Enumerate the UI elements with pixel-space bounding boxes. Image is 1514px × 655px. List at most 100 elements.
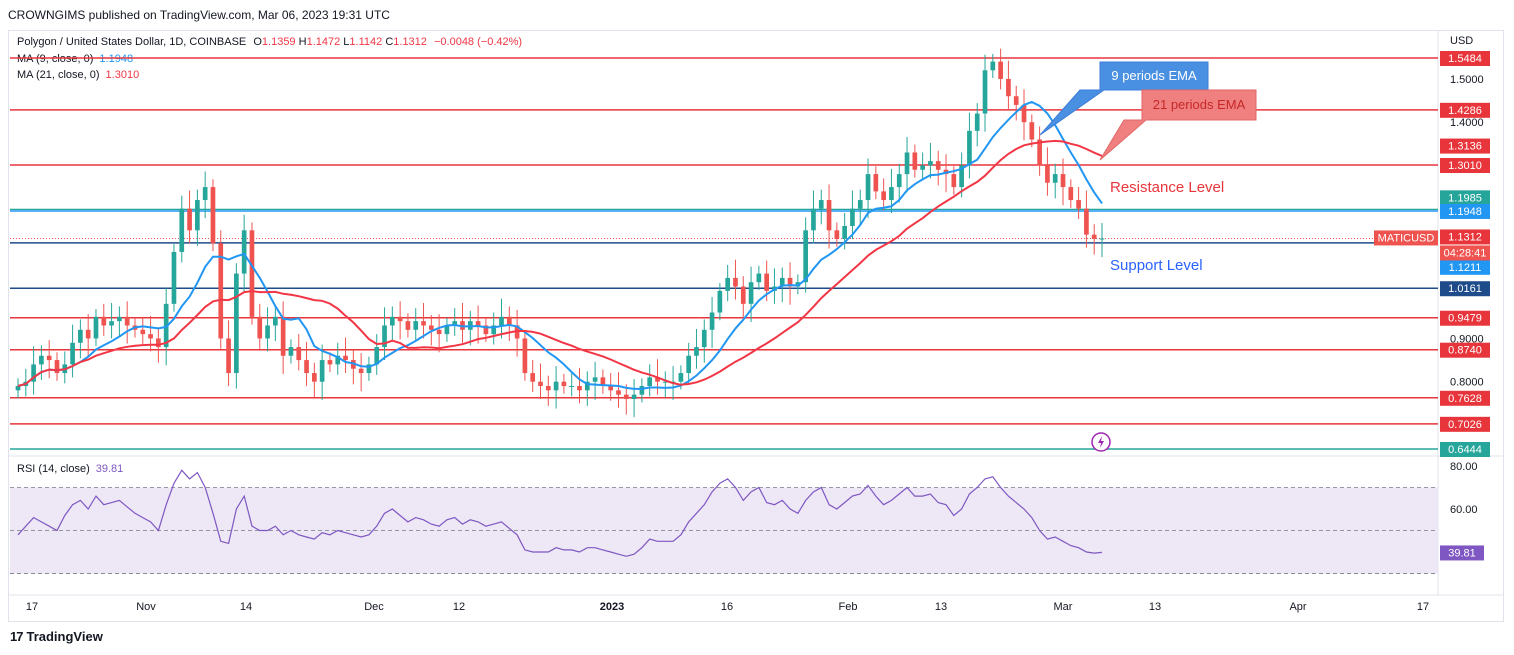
candle-body <box>265 325 270 339</box>
symbol-title: Polygon / United States Dollar, 1D, COIN… <box>17 36 247 48</box>
candle-body <box>826 200 832 231</box>
candle-body <box>811 208 816 231</box>
level-tag-text-8: 1.0161 <box>1448 283 1482 295</box>
candle-body <box>733 277 738 287</box>
level-tag-12 <box>1440 416 1490 432</box>
ma9-label: MA (9, close, 0) <box>17 53 94 65</box>
candle-body <box>327 360 333 365</box>
time-tick-8: 13 <box>935 601 947 613</box>
candle-body <box>210 187 216 244</box>
candle-body <box>818 200 824 209</box>
candle-body <box>78 329 83 343</box>
candle-body <box>397 316 403 322</box>
candle-body <box>1021 104 1027 123</box>
candle-body <box>163 303 169 348</box>
candle-body <box>506 316 512 326</box>
candle-body <box>273 316 278 326</box>
candle-body <box>842 225 847 239</box>
tradingview-brand: TradingView <box>26 629 103 644</box>
candle-body <box>709 312 715 330</box>
flash-glyph-icon <box>1098 436 1104 448</box>
symbol-tag <box>1374 230 1438 246</box>
time-tick-9: Mar <box>1054 601 1073 613</box>
level-tag-3 <box>1440 158 1490 174</box>
candle-body <box>1084 208 1089 235</box>
ma9-legend[interactable]: MA (9, close, 0) 1.1948 <box>17 53 133 65</box>
candle-body <box>865 174 871 201</box>
candle-body <box>1006 78 1011 97</box>
rsi-legend[interactable]: RSI (14, close) 39.81 <box>17 463 123 475</box>
candle-body <box>491 325 497 335</box>
candle-body <box>920 165 925 170</box>
level-tag-text-4: 1.1985 <box>1448 192 1482 204</box>
candle-body <box>499 316 504 326</box>
candle-body <box>389 316 395 326</box>
candle-body <box>647 377 653 387</box>
candle-body <box>834 230 840 239</box>
ema9-callout <box>1039 61 1209 136</box>
time-tick-1: Nov <box>136 601 156 613</box>
publisher-header: CROWNGIMS published on TradingView.com, … <box>8 8 390 22</box>
candle-body <box>538 381 543 387</box>
rsi-label: RSI (14, close) <box>17 463 90 475</box>
candle-body <box>140 329 146 335</box>
level-tag-1 <box>1440 102 1490 118</box>
low-value: 1.1142 <box>349 36 383 48</box>
level-tag-text-11: 0.7628 <box>1448 393 1482 405</box>
tradingview-logo[interactable]: 17 TradingView <box>10 629 103 644</box>
ma9-line <box>17 100 1103 390</box>
open-value: 1.1359 <box>261 36 296 48</box>
time-tick-10: 13 <box>1149 601 1161 613</box>
candle-body <box>101 316 107 326</box>
candle-body <box>584 381 590 391</box>
candle-body <box>608 386 614 391</box>
price-tick-2: 0.9000 <box>1450 333 1484 345</box>
symbol-tag-text: MATICUSD <box>1378 232 1435 244</box>
level-tag-2 <box>1440 138 1490 154</box>
level-tag-text-0: 1.5484 <box>1448 53 1482 65</box>
candle-body <box>639 386 645 395</box>
candle-body <box>545 386 551 391</box>
level-tag-text-12: 0.7026 <box>1448 419 1482 431</box>
candle-body <box>249 230 255 317</box>
ma9-value: 1.1948 <box>99 53 134 65</box>
level-tag-9 <box>1440 310 1490 326</box>
level-tag-text-3: 1.3010 <box>1448 160 1482 172</box>
candle-body <box>1037 139 1042 166</box>
candle-body <box>179 208 185 252</box>
level-tag-6 <box>1440 229 1490 245</box>
level-tag-13 <box>1440 442 1490 457</box>
candle-body <box>1068 187 1074 201</box>
candle-body <box>569 386 575 388</box>
level-tag-text-9: 0.9479 <box>1448 313 1482 325</box>
time-tick-12: 17 <box>1417 601 1429 613</box>
candle-body <box>54 360 60 374</box>
candle-body <box>171 251 177 304</box>
candle-body <box>428 325 434 330</box>
candle-body <box>779 277 785 287</box>
candle-body <box>748 282 754 304</box>
candle-body <box>740 286 746 304</box>
level-tag-text-7: 1.1211 <box>1449 262 1482 274</box>
time-tick-3: Dec <box>364 601 384 613</box>
candle-body <box>124 316 130 326</box>
candle-body <box>889 187 894 201</box>
candle-body <box>366 364 372 374</box>
chart-frame <box>8 30 1504 622</box>
candle-body <box>1076 200 1081 209</box>
level-tag-text-13: 0.6444 <box>1448 444 1482 456</box>
candle-body <box>187 208 192 231</box>
candle-body <box>483 325 489 335</box>
level-tag-7 <box>1440 259 1490 275</box>
candle-body <box>46 355 52 361</box>
candle-body <box>592 377 598 382</box>
candle-body <box>296 347 302 361</box>
ma21-legend[interactable]: MA (21, close, 0) 1.3010 <box>17 69 139 81</box>
level-tag-0 <box>1440 51 1490 66</box>
candle-body <box>850 208 855 226</box>
candle-body <box>857 200 863 209</box>
candle-body <box>951 174 957 188</box>
time-tick-6: 16 <box>721 601 733 613</box>
candle-body <box>358 368 364 374</box>
